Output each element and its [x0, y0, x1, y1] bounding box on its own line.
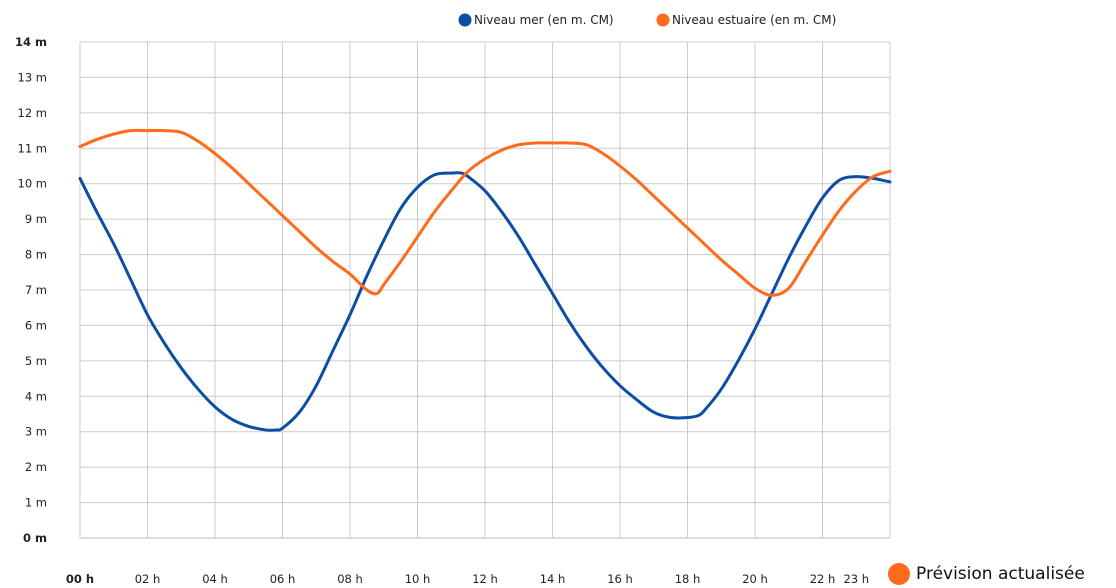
- x-tick-label: 18 h: [675, 572, 701, 586]
- y-tick-label: 14 m: [15, 35, 47, 49]
- updated-forecast-label: Prévision actualisée: [916, 564, 1085, 584]
- x-tick-label: 08 h: [337, 572, 363, 586]
- x-tick-label: 16 h: [607, 572, 633, 586]
- y-tick-label: 9 m: [25, 212, 47, 226]
- y-tick-label: 13 m: [18, 70, 48, 84]
- y-tick-label: 6 m: [25, 318, 47, 332]
- x-tick-label: 22 h: [810, 572, 836, 586]
- y-tick-label: 4 m: [25, 389, 47, 403]
- chart-legend: Niveau mer (en m. CM) Niveau estuaire (en…: [458, 13, 836, 27]
- y-tick-label: 0 m: [23, 531, 47, 545]
- y-axis-ticks: 0 m 1 m 2 m 3 m 4 m 5 m 6 m 7 m 8 m 9 m 10 m 11 m 12…: [15, 35, 47, 545]
- sea-level-line: [78, 171, 892, 432]
- y-tick-label: 3 m: [25, 425, 47, 439]
- x-tick-label: 14 h: [540, 572, 566, 586]
- y-tick-label: 11 m: [18, 141, 48, 155]
- x-tick-label: 06 h: [270, 572, 296, 586]
- x-tick-label: 00 h: [66, 572, 94, 586]
- y-tick-label: 10 m: [18, 177, 48, 191]
- y-tick-label: 12 m: [18, 106, 48, 120]
- forecast-dot-icon: [888, 563, 910, 585]
- y-tick-label: 8 m: [25, 248, 47, 262]
- y-tick-label: 1 m: [25, 496, 47, 510]
- chart-series: [78, 128, 892, 432]
- updated-forecast-note: Prévision actualisée: [888, 563, 1085, 585]
- x-tick-label: 20 h: [742, 572, 768, 586]
- legend-label: Niveau mer (en m. CM): [474, 13, 614, 27]
- x-tick-label: 12 h: [472, 572, 498, 586]
- legend-marker: [656, 13, 670, 27]
- x-tick-label: 04 h: [202, 572, 228, 586]
- legend-label: Niveau estuaire (en m. CM): [672, 13, 836, 27]
- x-tick-label: 02 h: [135, 572, 161, 586]
- x-tick-label: 23 h: [843, 572, 869, 586]
- chart-grid: [79, 41, 891, 539]
- estuary-level-line: [78, 128, 892, 297]
- y-tick-label: 2 m: [25, 460, 47, 474]
- y-tick-label: 5 m: [25, 354, 47, 368]
- x-axis-ticks: 00 h 02 h 04 h 06 h 08 h 10 h 12 h 14 h 16 h 18 h…: [66, 572, 869, 586]
- y-tick-label: 7 m: [25, 283, 47, 297]
- x-tick-label: 10 h: [405, 572, 431, 586]
- legend-marker: [458, 13, 472, 27]
